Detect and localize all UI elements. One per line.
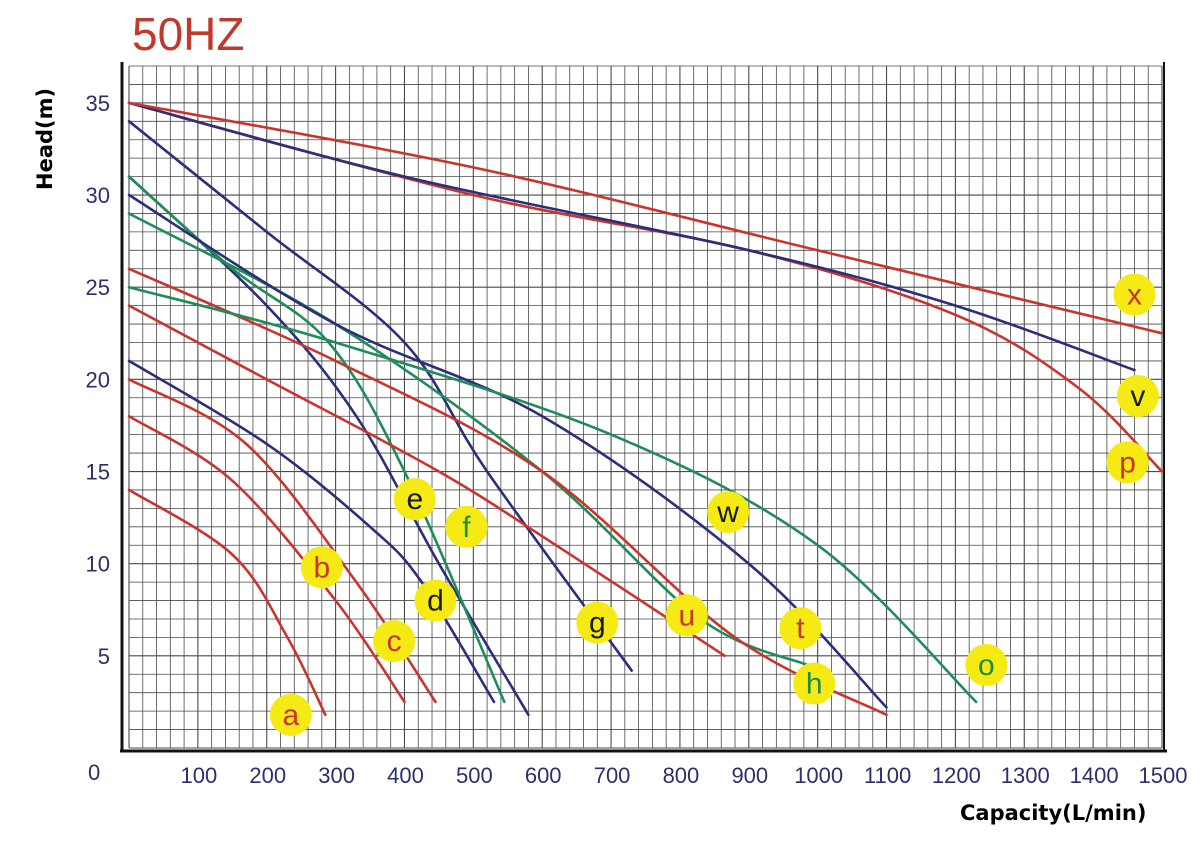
y-tick-label: 5 (98, 644, 110, 669)
series-label-v: v (1130, 380, 1145, 413)
series-label-u: u (678, 599, 695, 632)
series-label-badge-u (665, 594, 708, 637)
y-axis-label: Head(m) (33, 88, 57, 190)
x-tick-label: 1000 (794, 763, 843, 788)
series-label-x: x (1127, 279, 1142, 312)
x-tick-label: 1500 (1139, 763, 1188, 788)
x-tick-label: 1400 (1070, 763, 1119, 788)
y-tick-label: 15 (86, 460, 110, 485)
x-tick-label: 900 (731, 763, 768, 788)
series-label-badge-g (576, 601, 619, 644)
series-label-badge-w (707, 491, 750, 534)
series-curve-e (127, 175, 530, 717)
series-label-badge-x (1113, 273, 1156, 316)
series-label-f: f (462, 511, 471, 544)
x-tick-label: 700 (594, 763, 631, 788)
y-tick-label: 35 (86, 91, 110, 116)
series-curves (127, 101, 1164, 717)
series-label-badge-h (793, 662, 836, 705)
x-axis-label: Capacity(L/min) (960, 801, 1146, 825)
series-curve-d (127, 359, 496, 704)
x-tick-label: 1200 (932, 763, 981, 788)
series-curve-a (127, 488, 327, 717)
x-tick-label: 1100 (864, 763, 911, 788)
x-tick-label: 600 (525, 763, 562, 788)
x-tick-label: 300 (318, 763, 355, 788)
series-label-a: a (282, 699, 299, 732)
series-label-badge-f (445, 505, 488, 548)
x-tick-label: 100 (181, 763, 218, 788)
series-label-c: c (387, 625, 402, 658)
series-label-badge-t (779, 607, 822, 650)
x-tick-label: 800 (663, 763, 700, 788)
series-label-g: g (589, 607, 606, 640)
series-label-h: h (806, 667, 823, 700)
y-tick-label: 30 (86, 183, 110, 208)
x-tick-label: 400 (387, 763, 424, 788)
series-label-badge-o (965, 644, 1008, 687)
series-label-badge-a (269, 693, 312, 736)
origin-label: 0 (88, 760, 100, 785)
series-curve-t (127, 267, 888, 717)
series-label-badge-e (393, 478, 436, 521)
series-label-b: b (313, 551, 330, 584)
chart-axes (120, 62, 1167, 753)
series-curve-h (127, 212, 809, 667)
chart-title: 50HZ (132, 8, 244, 60)
series-label-w: w (716, 496, 739, 529)
series-curve-x (127, 101, 1164, 335)
series-label-e: e (406, 483, 423, 516)
series-label-o: o (978, 649, 995, 682)
series-label-p: p (1119, 446, 1136, 479)
y-tick-label: 25 (86, 275, 110, 300)
series-label-t: t (796, 612, 805, 645)
series-curve-g (127, 120, 633, 672)
series-curve-o (127, 285, 978, 704)
series-curve-u (127, 304, 726, 658)
y-tick-label: 10 (86, 552, 110, 577)
series-curve-v (127, 101, 1136, 372)
x-tick-label: 500 (456, 763, 493, 788)
series-label-badge-v (1116, 374, 1159, 417)
series-label-d: d (427, 585, 444, 618)
series-label-badge-d (414, 579, 457, 622)
series-label-badge-p (1106, 441, 1149, 484)
tick-labels: 100 200 300 400 500 600 700 800 900 1000 1100 1200 1… (86, 91, 1188, 788)
x-tick-label: 200 (249, 763, 286, 788)
series-label-badge-b (300, 546, 343, 589)
series-curve-b (127, 414, 406, 704)
x-tick-label: 1300 (1001, 763, 1050, 788)
chart-grid (128, 65, 1163, 749)
series-label-badge-c (373, 620, 416, 663)
series-labels: a b cd e f g u ht w o pv x (269, 273, 1159, 736)
y-tick-label: 20 (86, 367, 110, 392)
